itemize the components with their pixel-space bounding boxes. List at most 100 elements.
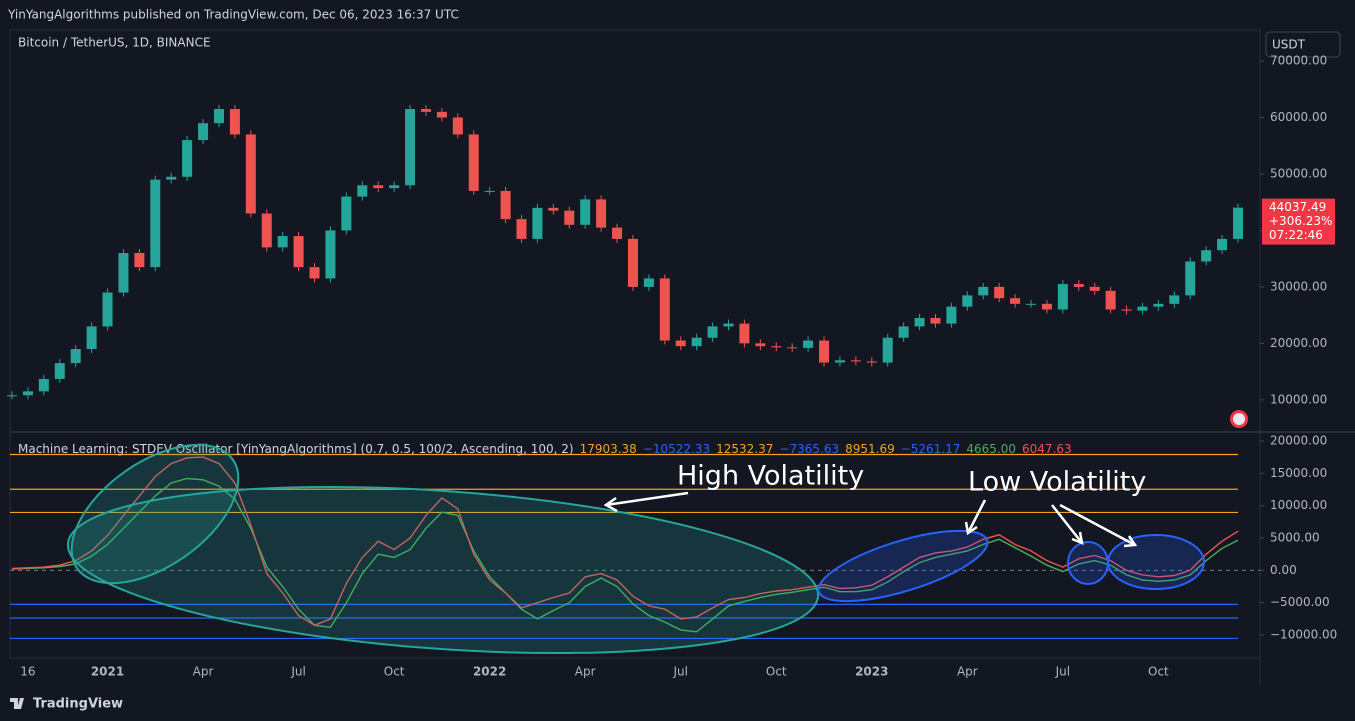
candle: [516, 219, 527, 239]
high-vol-ellipse-small: [70, 443, 240, 585]
candle: [293, 236, 304, 268]
candle: [946, 306, 957, 324]
y-tick-label: 10000.00: [1270, 392, 1327, 406]
x-tick-label: 16: [20, 665, 35, 679]
candle: [70, 349, 81, 364]
candle: [38, 378, 49, 392]
candle: [691, 337, 702, 347]
tv-logo: TradingView: [10, 697, 123, 712]
candle: [723, 323, 734, 327]
candle: [596, 199, 607, 228]
x-tick-label: Oct: [384, 665, 405, 679]
candle: [755, 343, 766, 347]
candle: [1233, 207, 1243, 239]
candle: [532, 207, 543, 239]
candle: [1201, 250, 1212, 262]
x-tick-label: Jul: [672, 665, 687, 679]
x-tick-label: Apr: [957, 665, 978, 679]
publish-info: YinYangAlgorithms published on TradingVi…: [7, 8, 459, 22]
legend-value: 17903.38: [580, 442, 637, 456]
candle: [659, 278, 670, 341]
candle: [1010, 298, 1021, 304]
logo-icon: [10, 698, 24, 709]
y-tick-label: 15000.00: [1270, 466, 1327, 480]
candle: [420, 109, 431, 112]
bar-countdown: 07:22:46: [1269, 228, 1323, 242]
indicator-legend: Machine Learning: STDEV Oscillator [YinY…: [18, 442, 1078, 456]
legend-value: 12532.37: [716, 442, 773, 456]
candle: [373, 185, 384, 189]
candle: [548, 207, 559, 211]
x-tick-label: Apr: [575, 665, 596, 679]
y-tick-label: 10000.00: [1270, 498, 1327, 512]
legend-value: 6047.63: [1022, 442, 1072, 456]
candle: [500, 190, 511, 220]
candle: [102, 292, 113, 327]
oscillator-line: [11, 477, 1239, 633]
currency-button[interactable]: [1265, 31, 1341, 58]
candle: [675, 340, 686, 347]
candle: [580, 199, 591, 225]
legend-value: −7365.63: [779, 442, 839, 456]
flag-icon-inner: [1233, 413, 1245, 425]
candle: [325, 230, 336, 279]
y-tick-label: 20000.00: [1270, 336, 1327, 350]
candle: [1105, 290, 1116, 310]
y-tick-label: 50000.00: [1270, 166, 1327, 180]
candle: [564, 210, 575, 225]
x-tick-label: 2023: [855, 665, 888, 679]
candle: [357, 185, 368, 197]
low-vol-ellipse-2: [1067, 541, 1109, 585]
candle: [1121, 309, 1132, 311]
last-price-badge: [1262, 198, 1335, 245]
currency-label[interactable]: USDT: [1272, 38, 1306, 52]
legend-value: Machine Learning: STDEV Oscillator [YinY…: [18, 442, 574, 456]
candle: [882, 337, 893, 363]
arrow: [603, 491, 689, 513]
candle: [277, 236, 288, 248]
candle: [643, 278, 654, 287]
x-tick-label: Oct: [1148, 665, 1169, 679]
legend-value: −10522.33: [643, 442, 710, 456]
candle: [612, 227, 623, 239]
y-tick-label: 0.00: [1270, 563, 1297, 577]
y-tick-label: 20000.00: [1270, 433, 1327, 447]
x-tick-label: Jul: [290, 665, 305, 679]
arrow: [1059, 503, 1138, 548]
y-tick-label: −5000.00: [1270, 595, 1330, 609]
candle: [850, 360, 861, 362]
oscillator-line: [11, 456, 1239, 627]
candle: [468, 134, 479, 191]
candle: [436, 111, 447, 118]
candle: [978, 286, 989, 296]
candle: [1057, 284, 1068, 310]
legend-value: 4665.00: [966, 442, 1016, 456]
candle: [866, 361, 877, 363]
candle: [134, 253, 145, 268]
candle: [1026, 303, 1037, 305]
plot-frame: [9, 29, 1261, 659]
candle: [930, 317, 941, 324]
candle: [261, 213, 272, 248]
candle: [962, 295, 973, 307]
x-tick-label: 2021: [91, 665, 124, 679]
annotation-text: High Volatility: [677, 461, 864, 492]
x-tick-label: Jul: [1055, 665, 1070, 679]
symbol-title: Bitcoin / TetherUS, 1D, BINANCE: [18, 36, 211, 50]
candle: [1185, 261, 1196, 296]
x-tick-label: Apr: [193, 665, 214, 679]
candle: [198, 123, 209, 141]
x-tick-label: Oct: [766, 665, 787, 679]
candle: [739, 323, 750, 344]
candle: [994, 286, 1005, 299]
candle: [1041, 303, 1052, 310]
arrow: [1051, 504, 1084, 545]
candle: [1169, 295, 1180, 304]
candle: [7, 395, 17, 397]
candle: [22, 391, 33, 396]
arrow: [964, 499, 987, 536]
candle: [118, 253, 129, 293]
candle: [86, 326, 97, 350]
candle: [166, 176, 177, 180]
candle: [54, 363, 65, 379]
